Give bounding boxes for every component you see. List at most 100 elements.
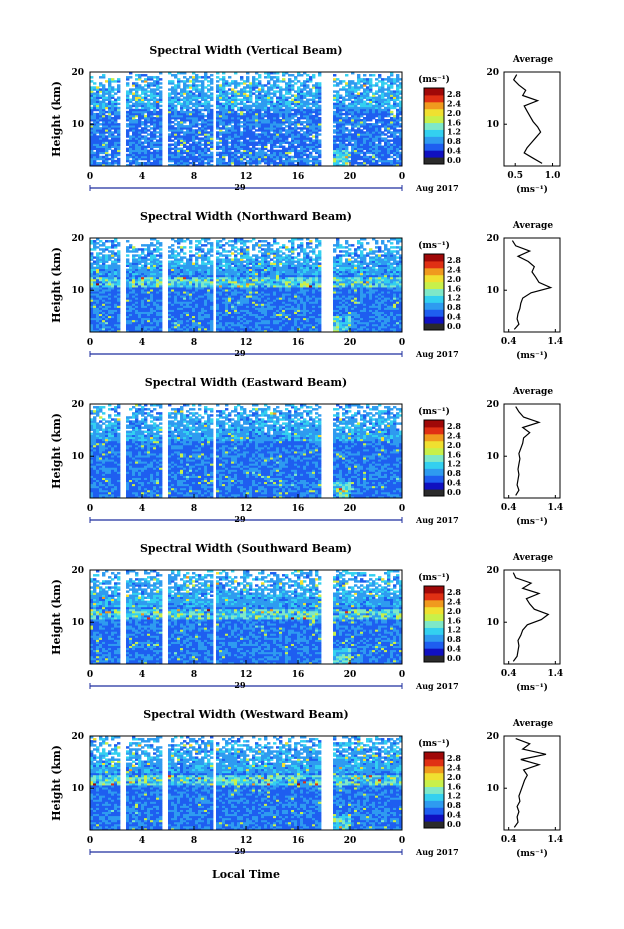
heatmap-cell bbox=[96, 327, 100, 331]
heatmap-cell bbox=[132, 151, 136, 155]
heatmap-cell bbox=[309, 131, 313, 134]
heatmap-cell bbox=[303, 108, 307, 112]
heatmap-cell bbox=[168, 127, 172, 130]
heatmap-cell bbox=[306, 149, 310, 153]
heatmap-cell bbox=[195, 104, 199, 108]
heatmap-cell bbox=[135, 104, 139, 108]
heatmap-cell bbox=[258, 121, 262, 124]
heatmap-cell bbox=[90, 329, 94, 333]
heatmap-cell bbox=[231, 114, 235, 118]
heatmap-cell bbox=[309, 123, 313, 126]
heatmap-cell bbox=[372, 74, 376, 77]
heatmap-cell bbox=[279, 141, 283, 144]
heatmap-cell bbox=[237, 98, 241, 102]
heatmap-cell bbox=[282, 139, 286, 142]
heatmap-cell bbox=[354, 137, 358, 140]
heatmap-cell bbox=[306, 102, 310, 106]
heatmap-cell bbox=[195, 110, 199, 114]
heatmap-cell bbox=[345, 143, 349, 146]
heatmap-cell bbox=[273, 155, 277, 159]
heatmap-cell bbox=[180, 149, 184, 153]
heatmap-cell bbox=[129, 114, 133, 118]
heatmap-cell bbox=[96, 317, 100, 321]
heatmap-cell bbox=[201, 151, 205, 155]
heatmap-cell bbox=[237, 106, 241, 110]
heatmap-cell bbox=[111, 125, 115, 128]
heatmap-cell bbox=[360, 80, 364, 83]
heatmap-cell bbox=[117, 114, 121, 118]
heatmap-cell bbox=[198, 116, 202, 120]
heatmap-cell bbox=[360, 161, 364, 165]
heatmap-cell bbox=[393, 98, 397, 102]
heatmap-cell bbox=[156, 145, 160, 149]
heatmap-cell bbox=[351, 161, 355, 165]
heatmap-cell bbox=[90, 163, 94, 167]
heatmap-cell bbox=[387, 143, 391, 146]
heatmap-cell bbox=[204, 92, 208, 95]
heatmap-cell bbox=[264, 125, 268, 128]
heatmap-cell bbox=[357, 157, 361, 161]
heatmap-cell bbox=[246, 151, 250, 155]
heatmap-cell bbox=[156, 151, 160, 155]
heatmap-cell bbox=[102, 74, 106, 77]
heatmap-cell bbox=[138, 143, 142, 146]
heatmap-cell bbox=[339, 157, 343, 161]
heatmap-cell bbox=[234, 139, 238, 142]
heatmap-cell bbox=[396, 110, 400, 114]
heatmap-cell bbox=[339, 129, 343, 132]
heatmap-cell bbox=[294, 147, 298, 151]
heatmap-cell bbox=[240, 155, 244, 159]
heatmap-cell bbox=[183, 76, 187, 79]
heatmap-cell bbox=[363, 74, 367, 77]
heatmap-cell bbox=[96, 307, 100, 310]
heatmap-cell bbox=[150, 98, 154, 102]
heatmap-cell bbox=[183, 143, 187, 146]
heatmap-cell bbox=[252, 147, 256, 151]
heatmap-cell bbox=[96, 135, 100, 138]
heatmap-cell bbox=[387, 149, 391, 153]
heatmap-cell bbox=[228, 159, 232, 163]
heatmap-cell bbox=[345, 159, 349, 163]
heatmap-cell bbox=[273, 125, 277, 128]
heatmap-cell bbox=[384, 110, 388, 114]
heatmap-cell bbox=[96, 100, 100, 104]
heatmap-cell bbox=[150, 145, 154, 149]
heatmap-cell bbox=[378, 106, 382, 110]
heatmap-cell bbox=[234, 121, 238, 124]
heatmap-cell bbox=[90, 252, 94, 255]
heatmap-cell bbox=[312, 74, 316, 77]
heatmap-cell bbox=[135, 119, 139, 122]
heatmap-cell bbox=[168, 102, 172, 106]
heatmap-cell bbox=[294, 145, 298, 149]
heatmap-cell bbox=[273, 121, 277, 124]
colorbar-segment bbox=[424, 143, 444, 151]
heatmap-cell bbox=[309, 119, 313, 122]
heatmap-cell bbox=[216, 88, 220, 91]
heatmap-cell bbox=[237, 131, 241, 134]
heatmap-cell bbox=[156, 82, 160, 85]
heatmap-cell bbox=[210, 147, 214, 151]
heatmap-cell bbox=[339, 145, 343, 149]
average-title: Average bbox=[512, 55, 553, 65]
heatmap-cell bbox=[90, 100, 94, 104]
heatmap-cell bbox=[114, 131, 118, 134]
heatmap-cell bbox=[348, 112, 352, 116]
heatmap-cell bbox=[168, 147, 172, 151]
heatmap-cell bbox=[360, 112, 364, 116]
heatmap-cell bbox=[387, 145, 391, 149]
heatmap-cell bbox=[384, 151, 388, 155]
heatmap-cell bbox=[384, 125, 388, 128]
heatmap-cell bbox=[393, 102, 397, 106]
heatmap-cell bbox=[174, 123, 178, 126]
heatmap-cell bbox=[90, 291, 94, 294]
heatmap-cell bbox=[333, 96, 337, 99]
heatmap-cell bbox=[93, 104, 97, 108]
heatmap-cell bbox=[390, 82, 394, 85]
heatmap-cell bbox=[285, 151, 289, 155]
heatmap-cell bbox=[243, 135, 247, 138]
heatmap-cell bbox=[384, 121, 388, 124]
heatmap-cell bbox=[258, 94, 262, 97]
heatmap-cell bbox=[243, 80, 247, 83]
heatmap-cell bbox=[300, 112, 304, 116]
heatmap-cell bbox=[231, 139, 235, 142]
